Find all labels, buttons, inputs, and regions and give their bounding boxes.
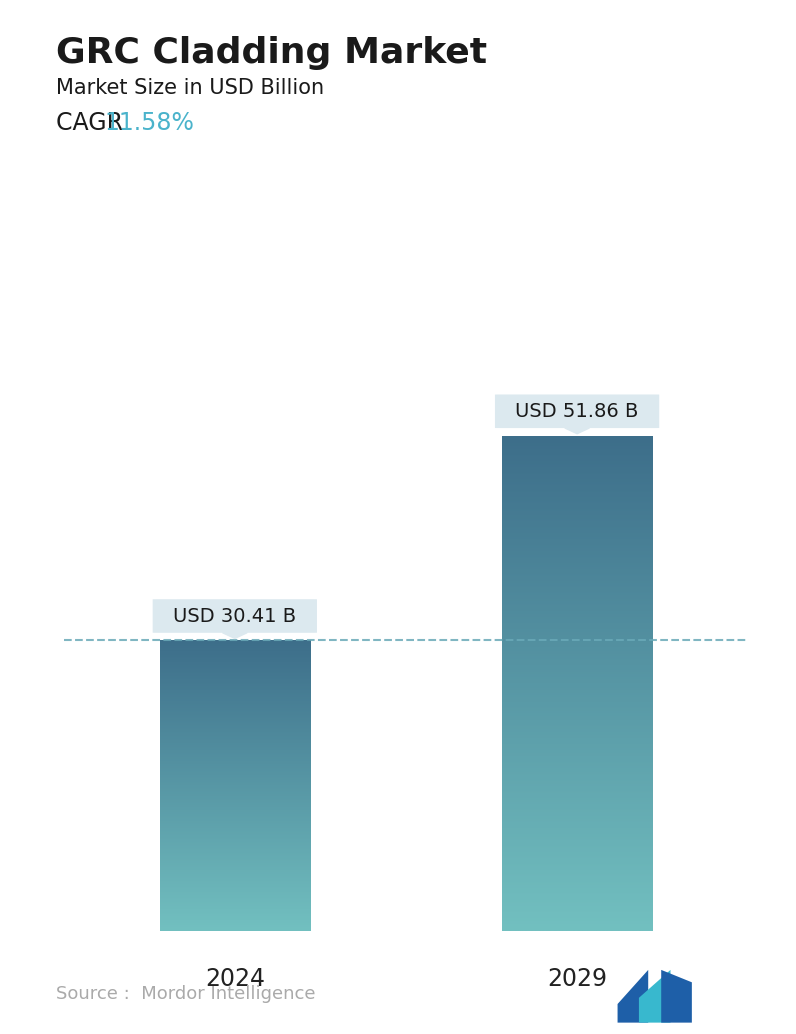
- Text: 2029: 2029: [547, 967, 607, 991]
- Polygon shape: [661, 970, 692, 1023]
- Polygon shape: [565, 428, 589, 433]
- Text: 2024: 2024: [205, 967, 265, 991]
- Text: CAGR: CAGR: [56, 111, 138, 134]
- Polygon shape: [639, 970, 670, 1023]
- Text: USD 51.86 B: USD 51.86 B: [516, 402, 638, 421]
- Text: USD 30.41 B: USD 30.41 B: [174, 607, 296, 626]
- Polygon shape: [618, 970, 648, 1023]
- FancyBboxPatch shape: [495, 395, 659, 428]
- Text: Source :  Mordor Intelligence: Source : Mordor Intelligence: [56, 985, 315, 1003]
- Text: GRC Cladding Market: GRC Cladding Market: [56, 36, 487, 70]
- FancyBboxPatch shape: [153, 600, 317, 633]
- Polygon shape: [223, 633, 247, 638]
- Text: 11.58%: 11.58%: [104, 111, 194, 134]
- Text: Market Size in USD Billion: Market Size in USD Billion: [56, 78, 324, 97]
